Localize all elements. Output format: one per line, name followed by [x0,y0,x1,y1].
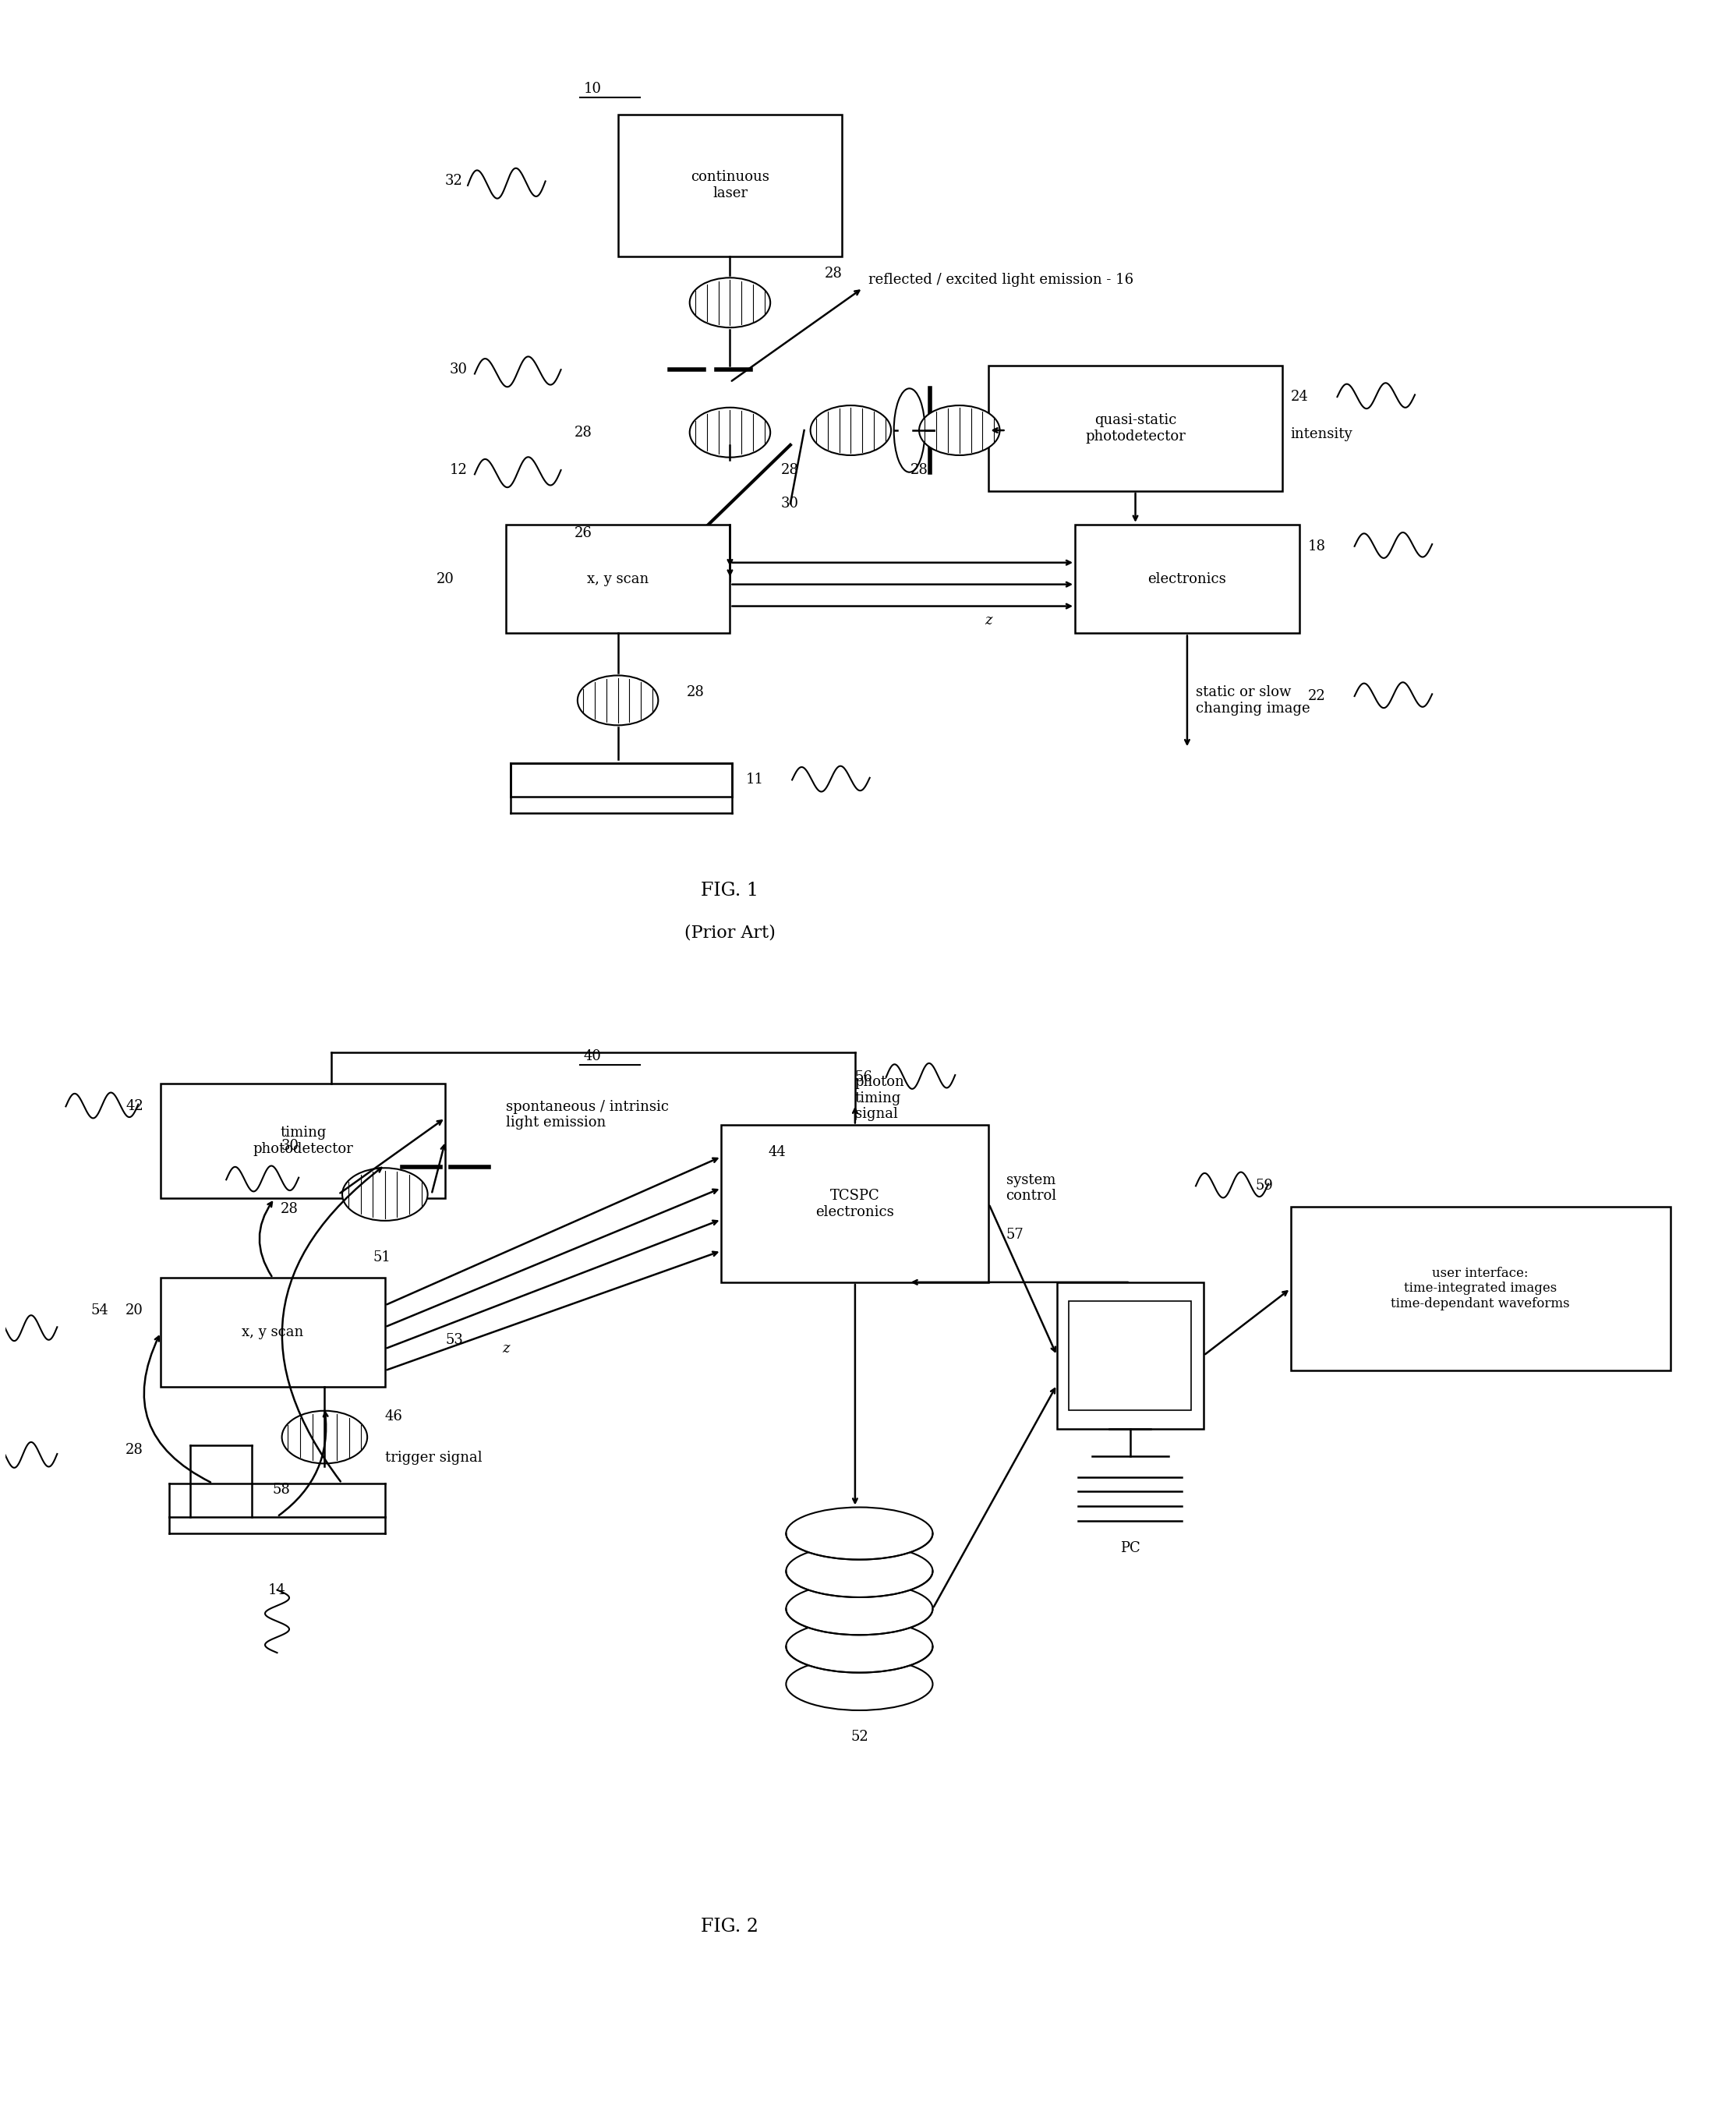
Text: 28: 28 [781,463,799,478]
Text: 51: 51 [373,1250,391,1265]
Text: 22: 22 [1307,690,1326,703]
Text: 28: 28 [281,1201,299,1216]
Text: 42: 42 [125,1100,144,1113]
Text: photon
timing
signal: photon timing signal [856,1075,904,1121]
Text: 30: 30 [450,362,467,377]
Text: 14: 14 [269,1582,286,1597]
FancyBboxPatch shape [1057,1281,1203,1429]
Text: 18: 18 [1307,539,1326,553]
Text: 10: 10 [583,82,601,97]
Text: 11: 11 [745,772,764,787]
Ellipse shape [786,1544,932,1597]
Text: 12: 12 [450,463,467,478]
Text: 20: 20 [125,1304,144,1317]
Text: 59: 59 [1255,1178,1274,1193]
Text: z: z [984,614,993,627]
Text: 26: 26 [575,526,592,541]
Text: 54: 54 [92,1304,109,1317]
Text: continuous
laser: continuous laser [691,170,769,200]
FancyBboxPatch shape [1069,1300,1191,1410]
Text: timing
photodetector: timing photodetector [253,1126,352,1155]
Text: TCSPC
electronics: TCSPC electronics [816,1189,894,1218]
Text: 28: 28 [125,1443,144,1456]
FancyBboxPatch shape [505,524,729,633]
Text: 52: 52 [851,1729,868,1744]
Text: 28: 28 [687,686,705,699]
Text: x, y scan: x, y scan [241,1326,304,1340]
Ellipse shape [918,406,1000,454]
FancyBboxPatch shape [990,366,1283,490]
Text: 57: 57 [1007,1229,1024,1241]
Text: 58: 58 [273,1483,290,1496]
Text: electronics: electronics [1147,572,1226,585]
Ellipse shape [811,406,891,454]
FancyBboxPatch shape [161,1084,446,1199]
Text: 30: 30 [281,1138,299,1153]
Text: PC: PC [1120,1540,1141,1555]
Text: 40: 40 [583,1050,601,1063]
Text: 28: 28 [825,267,842,280]
Text: user interface:
time-integrated images
time-dependant waveforms: user interface: time-integrated images t… [1391,1267,1569,1311]
Text: 20: 20 [436,572,453,585]
Text: reflected / excited light emission - 16: reflected / excited light emission - 16 [868,274,1134,286]
Text: FIG. 2: FIG. 2 [701,1919,759,1936]
FancyBboxPatch shape [1075,524,1299,633]
Text: x, y scan: x, y scan [587,572,649,585]
Text: 30: 30 [781,497,799,511]
Text: static or slow
changing image: static or slow changing image [1196,686,1311,715]
Ellipse shape [578,675,658,726]
Text: z: z [502,1342,510,1355]
Text: 28: 28 [575,425,592,440]
Text: 24: 24 [1290,389,1309,404]
Text: 53: 53 [446,1334,464,1347]
Text: 44: 44 [769,1145,786,1159]
FancyBboxPatch shape [722,1126,990,1281]
Ellipse shape [894,389,925,471]
Text: 56: 56 [856,1071,873,1084]
Text: trigger signal: trigger signal [385,1452,483,1464]
Text: (Prior Art): (Prior Art) [684,924,776,940]
Text: 32: 32 [444,175,462,187]
Ellipse shape [281,1412,368,1464]
Text: 28: 28 [911,463,929,478]
Text: intensity: intensity [1290,427,1352,442]
Ellipse shape [689,278,771,328]
Text: 46: 46 [385,1410,403,1422]
Ellipse shape [786,1582,932,1635]
Text: FIG. 1: FIG. 1 [701,882,759,901]
Ellipse shape [342,1168,427,1220]
FancyBboxPatch shape [161,1277,385,1387]
FancyBboxPatch shape [618,114,842,257]
Ellipse shape [689,408,771,457]
Text: quasi-static
photodetector: quasi-static photodetector [1085,412,1186,444]
Ellipse shape [786,1506,932,1559]
Text: system
control: system control [1007,1172,1057,1203]
Ellipse shape [786,1658,932,1711]
FancyBboxPatch shape [1290,1208,1670,1370]
Ellipse shape [786,1620,932,1673]
Text: spontaneous / intrinsic
light emission: spontaneous / intrinsic light emission [505,1100,668,1130]
